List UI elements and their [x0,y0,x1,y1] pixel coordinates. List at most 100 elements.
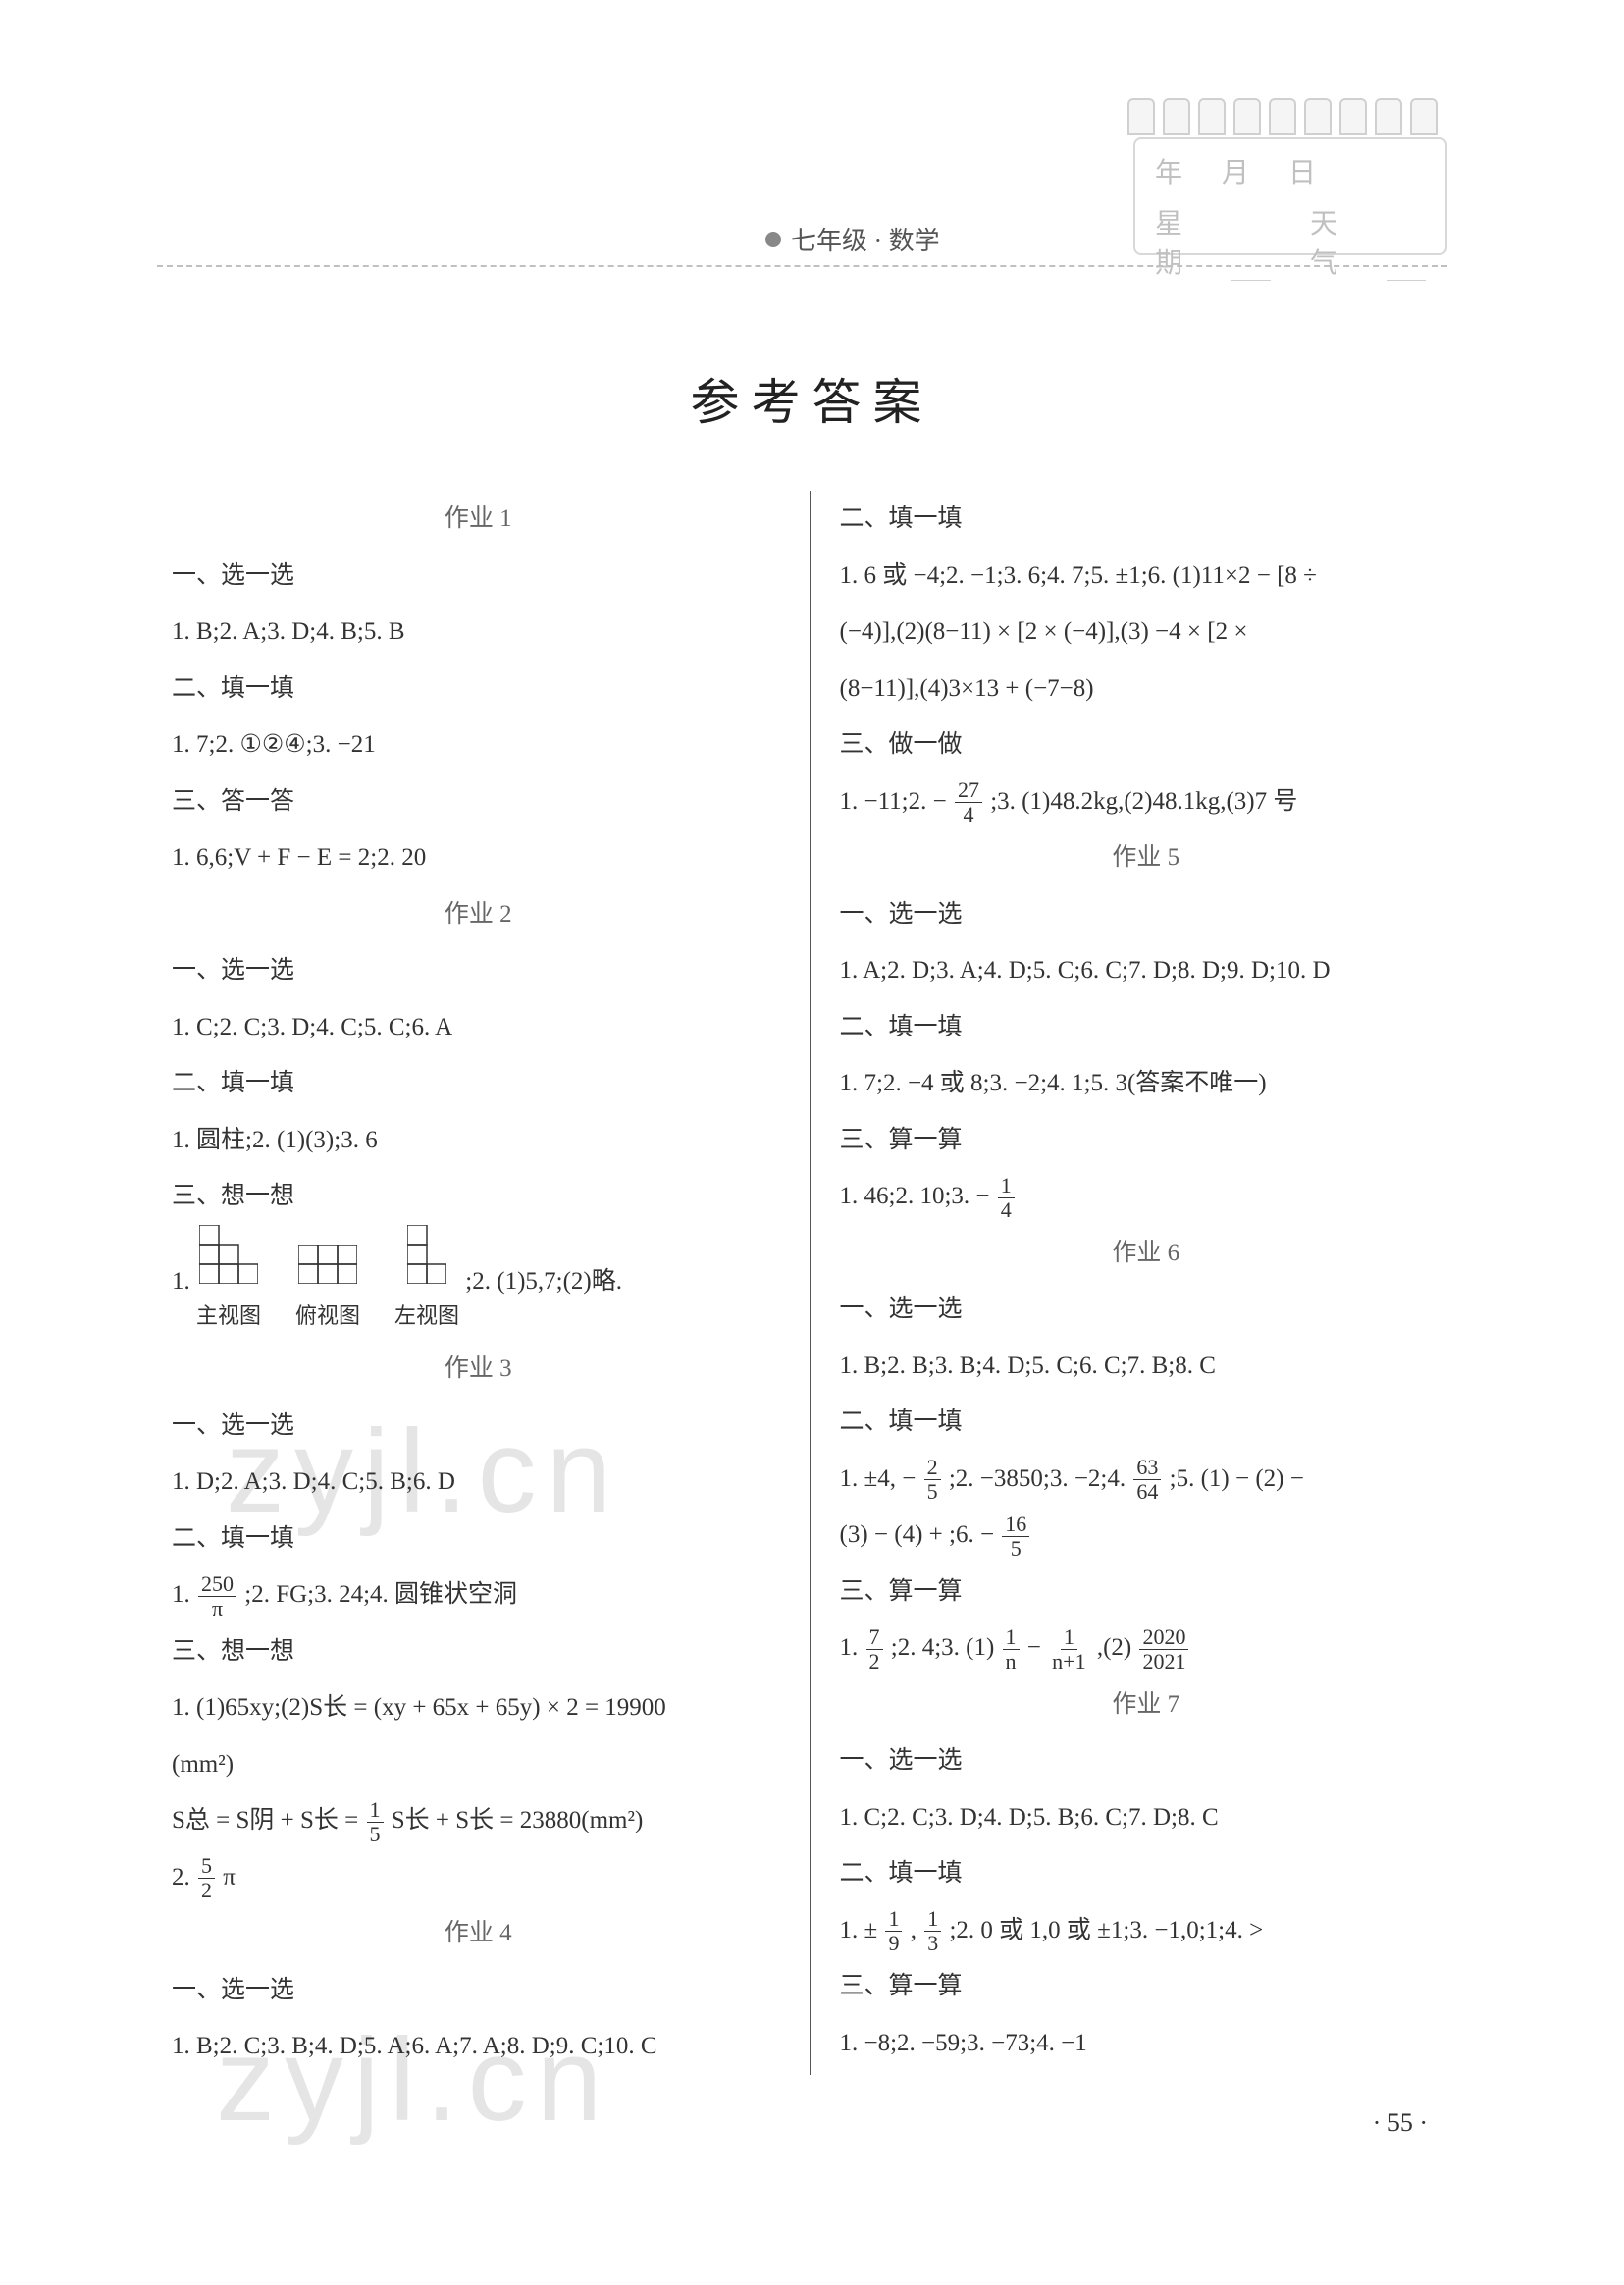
hw3-s2-head: 二、填一填 [172,1511,785,1568]
fraction: 250π [198,1572,236,1621]
text: 1. [840,1634,864,1661]
hw6-title: 作业 6 [840,1225,1453,1282]
hw2-s1: 1. C;2. C;3. D;4. C;5. C;6. A [172,999,785,1056]
front-view-diagram: 主视图 [196,1225,261,1342]
text: ;2. −3850;3. −2;4. [949,1465,1132,1492]
hw4-s2-head: 二、填一填 [840,491,1453,548]
hw4-s2a: 1. 6 或 −4;2. −1;3. 6;4. 7;5. ±1;6. (1)11… [840,548,1453,605]
hw4-s3-head: 三、做一做 [840,717,1453,773]
hw7-title: 作业 7 [840,1676,1453,1733]
weather-label: 天气 [1310,202,1347,281]
page-title: 参考答案 [0,363,1624,434]
subject-label: 七年级 · 数学 [765,221,940,257]
hw3-s3-head: 三、想一想 [172,1623,785,1680]
hw3-title: 作业 3 [172,1341,785,1398]
hw2-s3-head: 三、想一想 [172,1168,785,1225]
fraction: 25 [924,1456,941,1504]
hw1-title: 作业 1 [172,491,785,548]
fraction: 15 [367,1798,384,1846]
text: 1. [172,1581,196,1608]
fraction: 20202021 [1139,1625,1188,1674]
hw2-s2: 1. 圆柱;2. (1)(3);3. 6 [172,1112,785,1169]
fraction: 52 [198,1854,215,1902]
hw5-s3-head: 三、算一算 [840,1112,1453,1169]
tab-decoration [1410,98,1438,135]
hw3-s2: 1. 250π ;2. FG;3. 24;4. 圆锥状空洞 [172,1567,785,1623]
left-column: 作业 1 一、选一选 1. B;2. A;3. D;4. B;5. B 二、填一… [172,491,811,2075]
page-number: · 55 · [1373,2108,1428,2138]
hw6-s1-head: 一、选一选 [840,1281,1453,1338]
fraction: 165 [1002,1513,1029,1561]
top-view-icon [298,1245,357,1284]
content-columns: 作业 1 一、选一选 1. B;2. A;3. D;4. B;5. B 二、填一… [172,491,1452,2075]
top-view-label: 俯视图 [295,1292,360,1342]
hw3-s1: 1. D;2. A;3. D;4. C;5. B;6. D [172,1454,785,1511]
text: ;2. FG;3. 24;4. 圆锥状空洞 [244,1581,517,1608]
hw1-s2-head: 二、填一填 [172,661,785,717]
hw2-diagram-row: 1. 主视图 [172,1225,785,1342]
hw6-s1: 1. B;2. B;3. B;4. D;5. C;6. C;7. B;8. C [840,1338,1453,1395]
front-view-icon [199,1225,258,1284]
fraction: 1n [1003,1625,1020,1674]
text: ;3. (1)48.2kg,(2)48.1kg,(3)7 号 [990,788,1297,815]
fraction: 274 [955,778,982,826]
text: ;2. 4;3. (1) [891,1634,995,1661]
hw4-s1-head: 一、选一选 [172,1962,785,2019]
hw5-s2-head: 二、填一填 [840,999,1453,1056]
fraction: 6364 [1133,1456,1161,1504]
left-view-diagram: 左视图 [394,1225,459,1342]
hw7-s2: 1. ± 19 , 13 ;2. 0 或 1,0 或 ±1;3. −1,0;1;… [840,1902,1453,1959]
tab-decoration [1127,98,1155,135]
hw4-s3: 1. −11;2. − 274 ;3. (1)48.2kg,(2)48.1kg,… [840,773,1453,830]
hw6-s2-head: 二、填一填 [840,1394,1453,1451]
text: π [223,1864,236,1890]
hw6-s3: 1. 72 ;2. 4;3. (1) 1n − 1n+1 ,(2) 202020… [840,1620,1453,1676]
subject-text: 七年级 · 数学 [791,221,940,257]
hw3-s3b: (mm²) [172,1736,785,1793]
fraction: 13 [924,1907,941,1955]
hw7-s3-head: 三、算一算 [840,1958,1453,2015]
front-view-label: 主视图 [196,1292,261,1342]
hw5-s2: 1. 7;2. −4 或 8;3. −2;4. 1;5. 3(答案不唯一) [840,1055,1453,1112]
text: , [911,1917,917,1943]
text: − [1027,1634,1047,1661]
day-label: 日 [1288,151,1316,190]
year-label: 年 [1155,151,1182,190]
header-tabs [1127,98,1438,135]
text: ,(2) [1097,1634,1131,1661]
hw2-s3-tail: ;2. (1)5,7;(2)略. [465,1268,622,1295]
hw6-s3-head: 三、算一算 [840,1564,1453,1621]
hw7-s3: 1. −8;2. −59;3. −73;4. −1 [840,2015,1453,2072]
fraction: 72 [866,1625,883,1674]
text: 1. 46;2. 10;3. − [840,1183,990,1209]
text: 1. ± [840,1917,878,1943]
hw3-s3d: 2. 52 π [172,1849,785,1906]
tab-decoration [1339,98,1367,135]
hw1-s1: 1. B;2. A;3. D;4. B;5. B [172,604,785,661]
text: ;2. 0 或 1,0 或 ±1;3. −1,0;1;4. > [949,1917,1263,1943]
hw5-s1: 1. A;2. D;3. A;4. D;5. C;6. C;7. D;8. D;… [840,942,1453,999]
fraction: 1n+1 [1049,1625,1088,1674]
tab-decoration [1304,98,1332,135]
hw1-s3-head: 三、答一答 [172,773,785,830]
hw3-s3c: S总 = S阴 + S长 = 15 S长 + S长 = 23880(mm²) [172,1792,785,1849]
tab-decoration [1375,98,1402,135]
hw5-s1-head: 一、选一选 [840,886,1453,943]
fraction: 19 [885,1907,902,1955]
hw1-s3: 1. 6,6;V + F − E = 2;2. 20 [172,829,785,886]
tab-decoration [1163,98,1190,135]
tab-decoration [1198,98,1226,135]
text: 1. −11;2. − [840,788,947,815]
fraction: 14 [998,1174,1015,1222]
hw1-s1-head: 一、选一选 [172,548,785,605]
hw3-s1-head: 一、选一选 [172,1398,785,1455]
text: 1. ±4, − [840,1465,917,1492]
text: S总 = S阴 + S长 = [172,1807,365,1833]
hw1-s2: 1. 7;2. ①②④;3. −21 [172,717,785,773]
date-box: 年 月 日 星期 天气 [1133,137,1447,255]
hw5-title: 作业 5 [840,829,1453,886]
left-view-icon [407,1225,446,1284]
week-label: 星期 [1155,202,1192,281]
hw3-s3a: 1. (1)65xy;(2)S长 = (xy + 65x + 65y) × 2 … [172,1679,785,1736]
top-view-diagram: 俯视图 [295,1245,360,1342]
